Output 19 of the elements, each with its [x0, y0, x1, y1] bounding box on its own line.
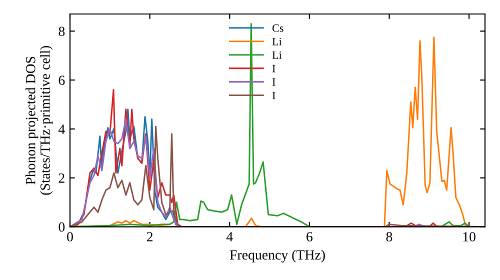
x-tick-label: 4 [226, 232, 233, 242]
y-axis-title: Phonon projected DOS (States/THz·primitive cell) [26, 46, 53, 195]
legend-label: Cs [272, 24, 284, 32]
x-tick-label: 2 [146, 232, 153, 242]
y-tick-label: 2 [58, 174, 64, 183]
y-tick-label: 4 [58, 124, 65, 134]
x-axis-title: Frequency (THz) [230, 250, 325, 262]
legend-label: Li [272, 38, 282, 46]
x-tick-label: 8 [386, 232, 392, 242]
y-tick-label: 8 [58, 26, 65, 36]
legend-label: I [272, 78, 276, 86]
x-tick-label: 6 [306, 232, 312, 242]
x-tick-label: 0 [67, 232, 73, 242]
y-tick-label: 0 [58, 222, 65, 232]
legend-label: Li [272, 51, 282, 59]
legend-label: I [272, 92, 276, 100]
y-tick-label: 6 [58, 76, 65, 85]
x-tick-label: 10 [463, 232, 476, 242]
legend-label: I [272, 64, 276, 72]
